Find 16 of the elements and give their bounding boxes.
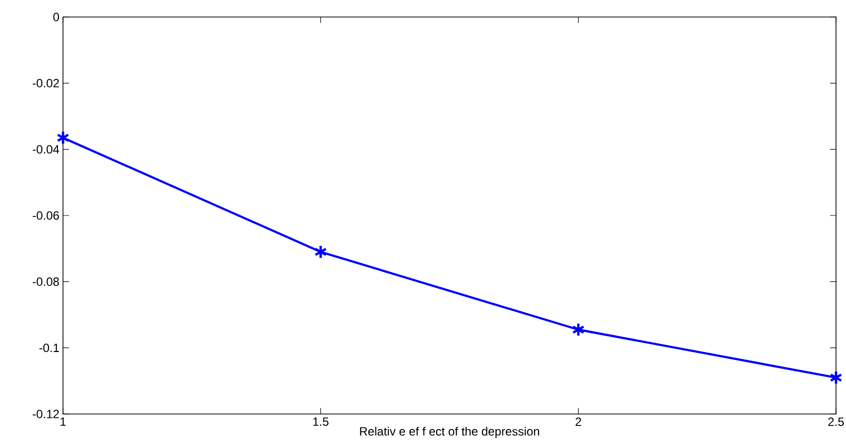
point — [830, 370, 842, 385]
y-tick-label: -0.1 — [39, 344, 59, 352]
point — [572, 322, 585, 337]
x-tick-label: 2.5 — [828, 418, 844, 426]
x-tick-label: 1 — [60, 418, 66, 426]
point — [56, 130, 70, 145]
y-tick-label: 0 — [53, 12, 60, 22]
y-tick-label: -0.02 — [32, 78, 59, 88]
point — [314, 244, 328, 260]
y-tick-label: -0.12 — [32, 410, 59, 418]
x-tick-label: 1.5 — [313, 418, 328, 426]
y-tick-label: -0.04 — [32, 145, 60, 154]
y-tick-label: -0.08 — [32, 277, 59, 286]
x-axis-title: Relativ e ef f ect of the depression — [360, 426, 540, 438]
y-tick-label: -0.06 — [32, 211, 59, 220]
x-tick-label: 2 — [576, 418, 582, 426]
